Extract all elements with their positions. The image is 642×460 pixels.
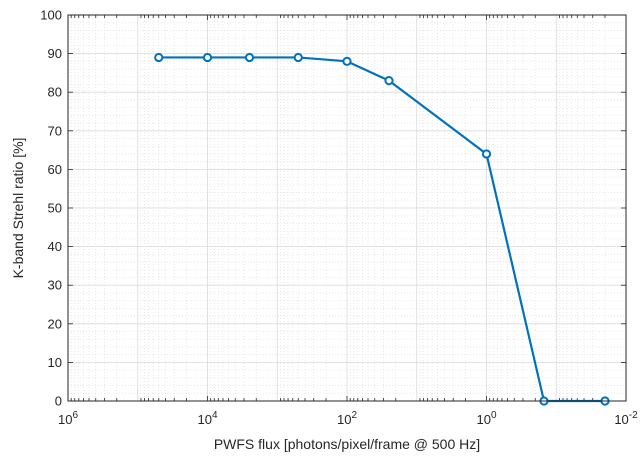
y-tick-label: 70 bbox=[48, 123, 62, 138]
data-point-marker bbox=[384, 76, 394, 86]
x-tick-exponent: 2 bbox=[351, 410, 357, 421]
y-tick-label: 50 bbox=[48, 201, 62, 216]
x-tick-label: 104 bbox=[197, 410, 217, 427]
x-axis-label: PWFS flux [photons/pixel/frame @ 500 Hz] bbox=[214, 436, 480, 452]
data-point-marker bbox=[293, 52, 303, 63]
x-tick-exponent: 6 bbox=[72, 410, 78, 421]
x-tick-exponent: 0 bbox=[491, 410, 497, 421]
x-tick-base: 10 bbox=[476, 412, 490, 427]
y-tick-label: 80 bbox=[48, 85, 62, 100]
x-tick-label: 106 bbox=[58, 410, 78, 427]
data-point-marker bbox=[342, 56, 352, 66]
x-tick-base: 10 bbox=[337, 412, 351, 427]
y-tick-label: 90 bbox=[48, 46, 62, 61]
data-point-marker bbox=[481, 149, 492, 159]
y-axis-label: K-band Strehl ratio [%] bbox=[10, 138, 26, 279]
x-tick-label: 102 bbox=[337, 410, 357, 427]
y-tick-labels: 0 10 20 30 40 50 60 70 80 90 100 bbox=[40, 8, 62, 409]
y-tick-label: 20 bbox=[48, 316, 62, 331]
data-point-marker bbox=[202, 52, 213, 63]
data-point-marker bbox=[154, 52, 164, 63]
x-tick-label: 100 bbox=[476, 410, 496, 427]
x-tick-exponent: 4 bbox=[212, 410, 218, 421]
data-point-marker bbox=[244, 52, 255, 63]
x-tick-labels: 106 104 102 100 10-2 bbox=[58, 410, 638, 427]
x-tick-base: 10 bbox=[58, 412, 72, 427]
y-tick-label: 40 bbox=[48, 239, 62, 254]
y-tick-label: 100 bbox=[40, 8, 62, 23]
x-tick-exponent: -2 bbox=[629, 410, 638, 421]
x-tick-base: 10 bbox=[614, 412, 628, 427]
x-tick-base: 10 bbox=[197, 412, 211, 427]
major-grid bbox=[68, 15, 626, 401]
x-tick-label: 10-2 bbox=[614, 410, 638, 427]
plot-frame bbox=[67, 14, 627, 402]
y-tick-label: 30 bbox=[48, 278, 62, 293]
y-tick-label: 10 bbox=[48, 355, 62, 370]
y-tick-label: 0 bbox=[55, 394, 62, 409]
y-tick-label: 60 bbox=[48, 162, 62, 177]
